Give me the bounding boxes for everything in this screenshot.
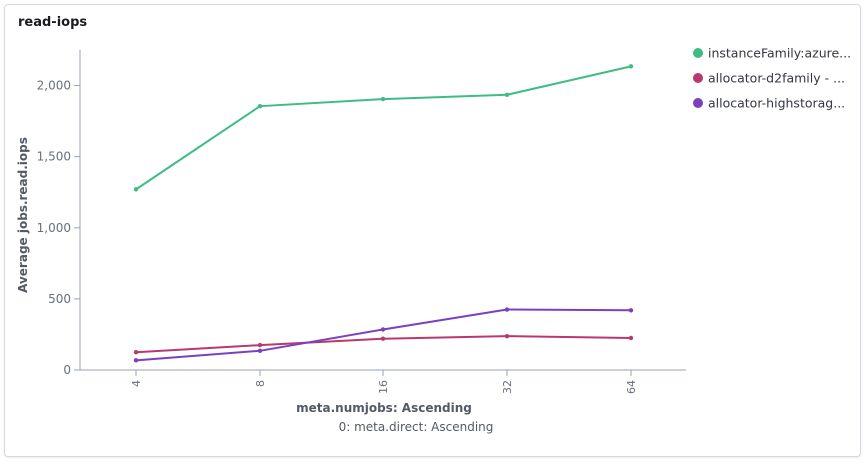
data-point[interactable] [380,336,386,341]
legend-item-label[interactable]: instanceFamily:azure... [708,46,851,61]
series-group [133,64,634,363]
data-point[interactable] [380,327,386,332]
legend-item-label[interactable]: allocator-highstorag... [708,96,845,111]
x-tick-label: 32 [501,380,514,394]
data-point[interactable] [504,333,510,339]
data-point[interactable] [257,342,263,348]
data-point[interactable] [504,92,510,98]
y-tick-label: 0 [63,363,71,377]
panel-title: read-iops [18,15,88,30]
data-point[interactable] [380,96,386,102]
data-point[interactable] [628,64,634,69]
y-tick-label: 1,000 [37,221,71,235]
series-line-2 [135,308,632,362]
visualization-panel: read-iops [4,4,861,457]
legend-item-label[interactable]: allocator-d2family - ... [708,71,845,86]
data-point[interactable] [133,187,139,192]
data-point[interactable] [257,103,263,109]
x-tick-label: 8 [254,380,267,387]
legend: instanceFamily:azure... allocator-d2famil… [693,46,851,111]
legend-swatch[interactable] [693,48,703,58]
x-tick-label: 16 [377,380,390,394]
y-tick-label: 500 [48,292,71,306]
x-ticks: 4 8 16 32 64 [130,370,638,394]
data-point[interactable] [133,350,139,355]
data-point[interactable] [628,335,634,341]
x-axis-subtitle: 0: meta.direct: Ascending [339,420,494,434]
data-point[interactable] [133,358,139,363]
data-point[interactable] [257,348,263,353]
y-tick-label: 2,000 [37,79,71,93]
y-tick-label: 1,500 [37,150,71,164]
legend-swatch[interactable] [693,98,703,108]
y-ticks: 0 500 1,000 1,500 2,000 [37,79,80,377]
x-tick-label: 64 [625,380,638,394]
x-axis-title: meta.numjobs: Ascending [296,401,472,415]
legend-swatch[interactable] [693,73,703,83]
data-point[interactable] [628,308,634,313]
series-line-0 [135,65,632,191]
x-tick-label: 4 [130,380,143,387]
data-point[interactable] [504,307,510,312]
y-axis-title: Average jobs.read.iops [16,137,30,293]
